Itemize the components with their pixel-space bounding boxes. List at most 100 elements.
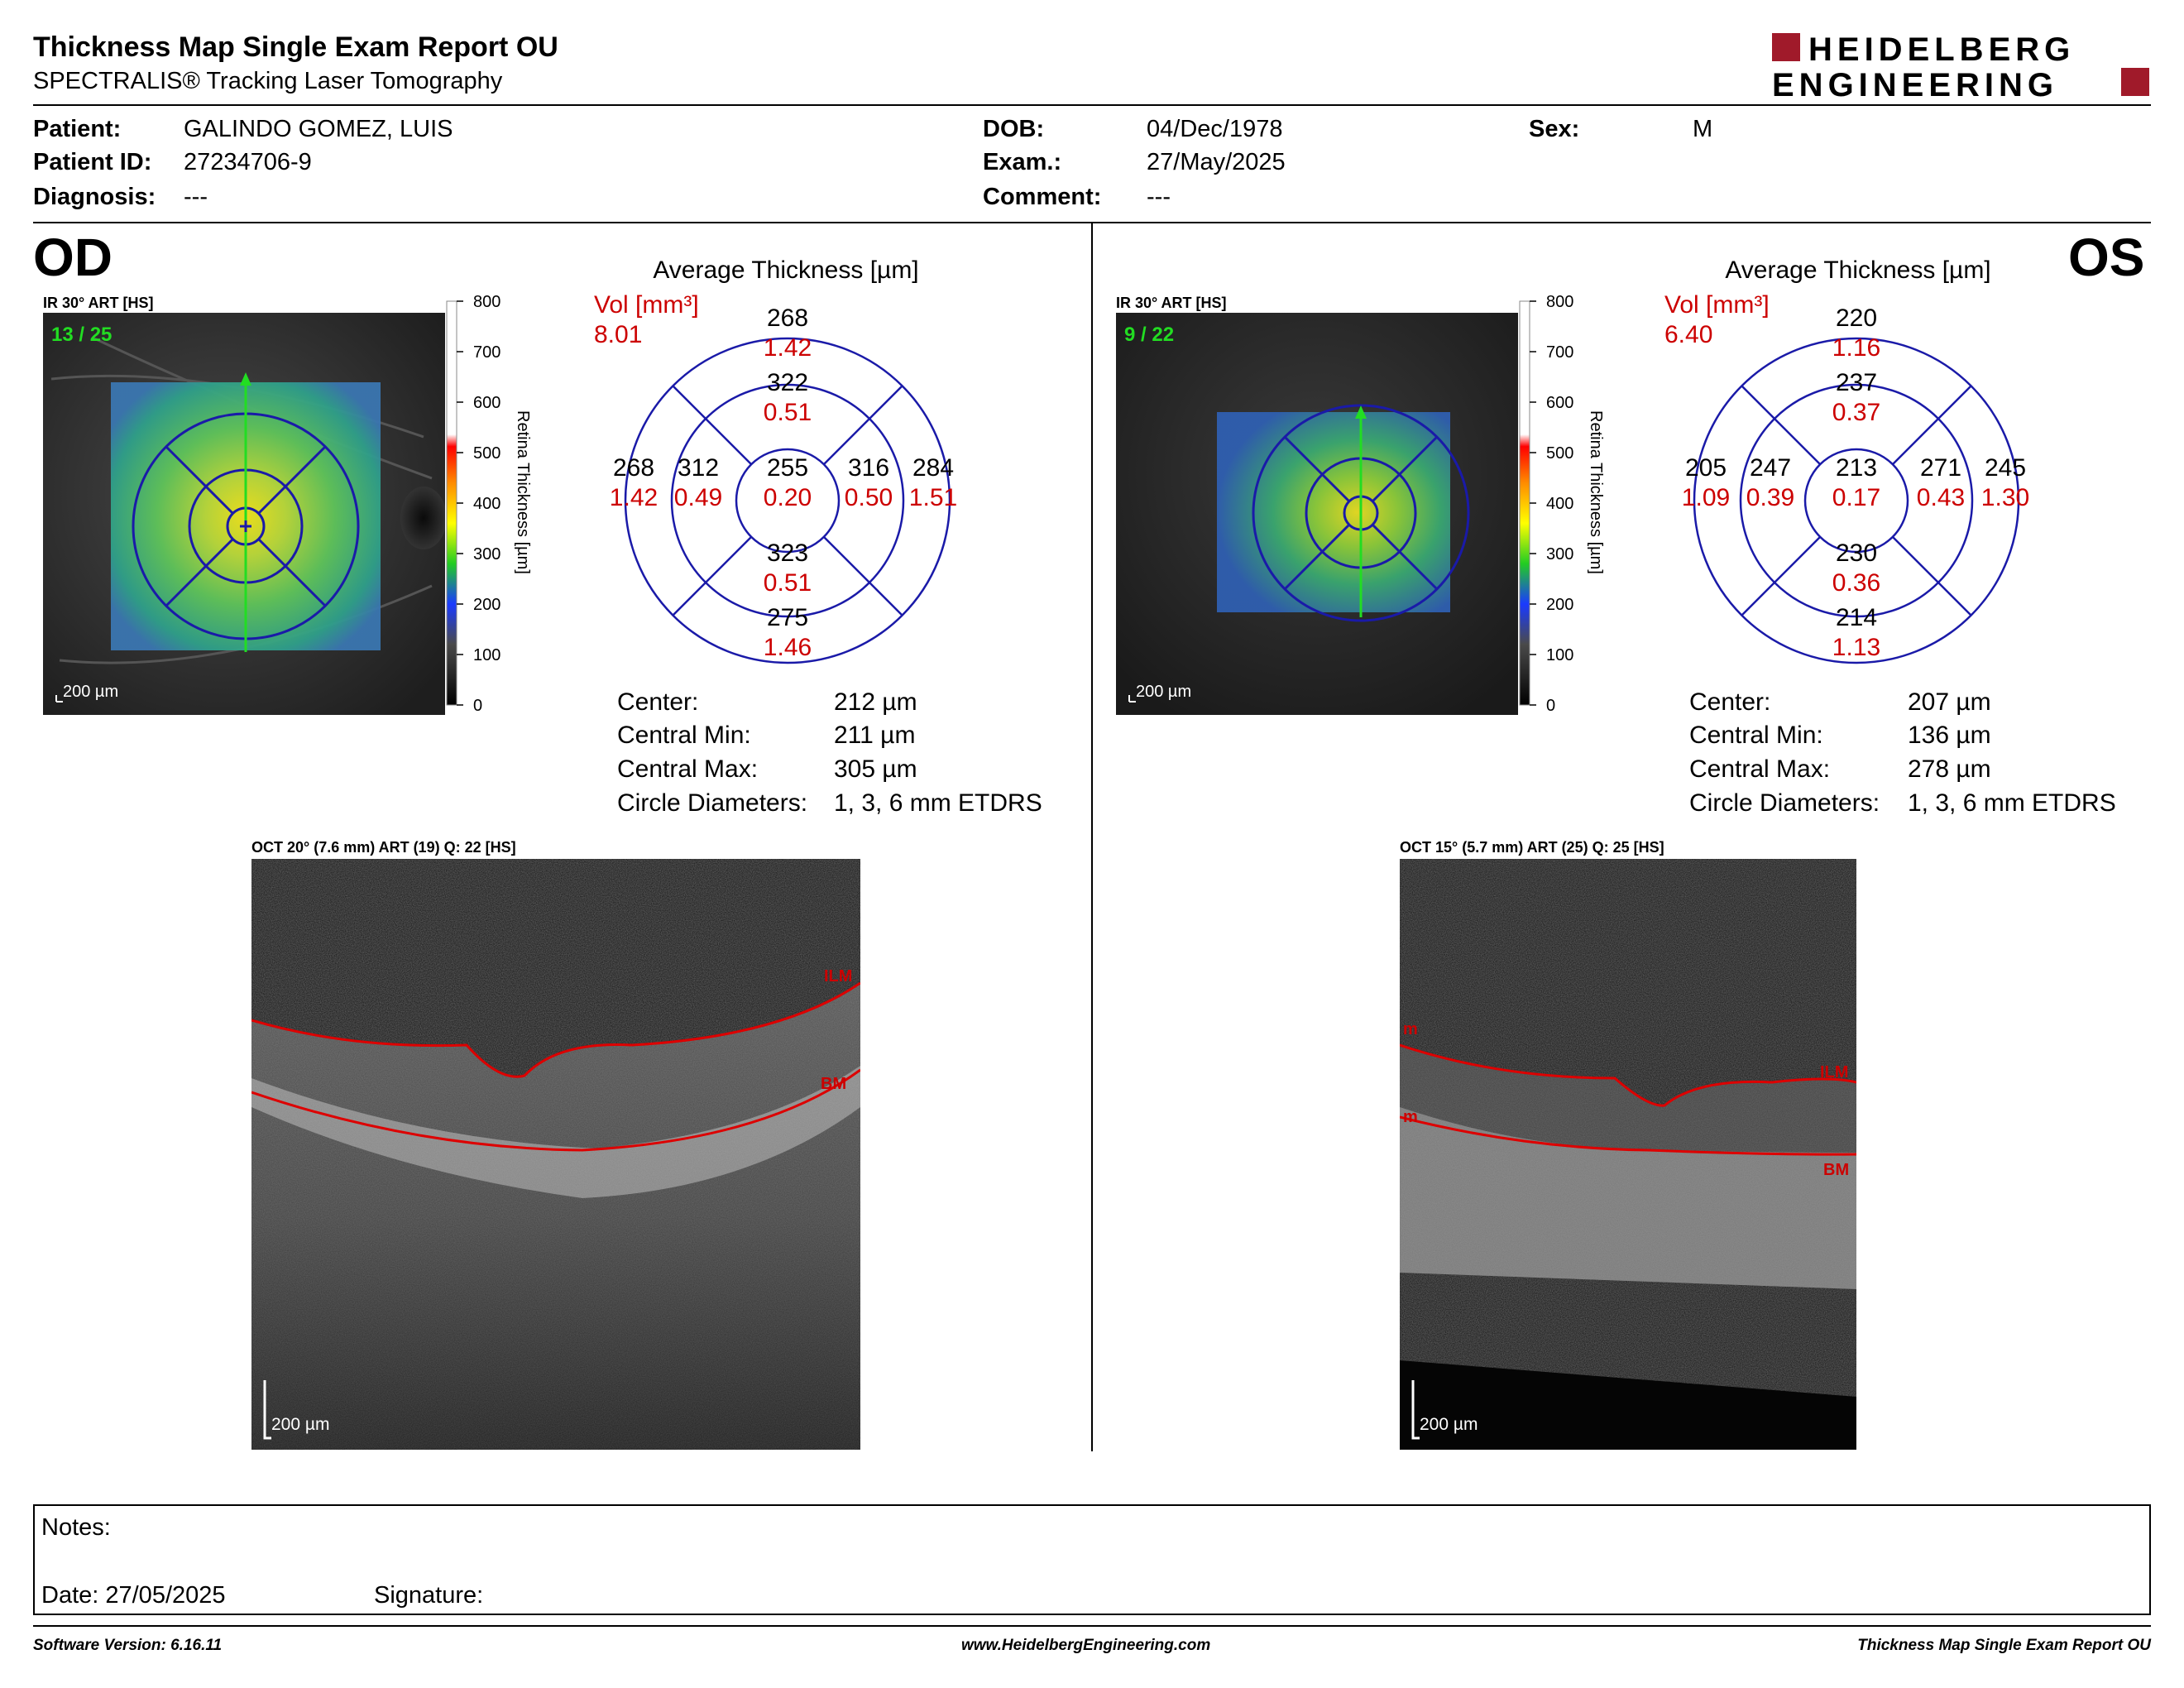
os-ir-thickness-map: 9 / 22 200 µm: [1116, 313, 1518, 715]
os-bm-label: BM: [1823, 1161, 1849, 1179]
od-inner-left: 312: [678, 454, 719, 482]
os-vol-value: 6.40: [1664, 321, 1712, 348]
comment-value: ---: [1147, 184, 1171, 210]
od-inner-right: 316: [848, 454, 889, 482]
os-max-label: Central Max:: [1689, 755, 1831, 783]
od-colorbar-tick: 600: [473, 394, 500, 412]
od-outer-bottom: 275: [767, 604, 808, 631]
patient-divider: [33, 222, 2151, 223]
date-label: Date: 27/05/2025: [41, 1582, 226, 1609]
os-vol-label: Vol [mm³]: [1664, 291, 1770, 319]
od-outer-right: 284: [912, 454, 954, 482]
od-colorbar-tick: 400: [473, 495, 500, 513]
os-colorbar-tick: 100: [1546, 646, 1573, 664]
diagnosis-value: ---: [184, 184, 208, 210]
od-outer-top-vol: 1.42: [764, 334, 812, 362]
os-colorbar-tick: 500: [1546, 444, 1573, 463]
footer-report-title: Thickness Map Single Exam Report OU: [1857, 1637, 2151, 1654]
os-diam-value: 1, 3, 6 mm ETDRS: [1908, 789, 2116, 817]
notes-box: Notes: Date: 27/05/2025 Signature:: [33, 1504, 2151, 1615]
os-colorbar-tick: 400: [1546, 495, 1573, 513]
comment-label: Comment:: [983, 184, 1102, 210]
eye-label-os: OS: [2068, 228, 2145, 287]
os-oct-label: OCT 15° (5.7 mm) ART (25) Q: 25 [HS]: [1400, 839, 1664, 856]
os-inner-top: 237: [1836, 369, 1877, 396]
os-min-value: 136 µm: [1908, 722, 1991, 749]
os-ir-scale-bar: 200 µm: [1136, 683, 1191, 701]
os-inner-left: 247: [1750, 454, 1791, 482]
patient-value: GALINDO GOMEZ, LUIS: [184, 116, 453, 142]
os-colorbar-label: Retina Thickness [µm]: [1587, 410, 1605, 574]
os-ilm-label: ILM: [1820, 1063, 1848, 1081]
exam-value: 27/May/2025: [1147, 149, 1286, 175]
os-outer-left-vol: 1.09: [1682, 484, 1730, 511]
os-outer-right: 245: [1985, 454, 2026, 482]
od-colorbar-tick: 200: [473, 596, 500, 614]
patient-label: Patient:: [33, 116, 122, 142]
od-inner-top-vol: 0.51: [764, 399, 812, 426]
od-inner-top: 322: [767, 369, 808, 396]
os-inner-right: 271: [1920, 454, 1961, 482]
os-outer-left: 205: [1685, 454, 1727, 482]
os-colorbar-tick: 0: [1546, 697, 1555, 715]
od-avg-thickness-title: Average Thickness [µm]: [653, 257, 919, 284]
os-outer-top-vol: 1.16: [1832, 334, 1880, 362]
od-min-value: 211 µm: [834, 722, 916, 749]
os-colorbar-tick: 800: [1546, 295, 1573, 311]
patient-id-label: Patient ID:: [33, 149, 152, 175]
od-colorbar-label: Retina Thickness [µm]: [514, 410, 532, 574]
od-colorbar-ticks: 800 700 600 500 400 300 200 100 0: [457, 295, 500, 715]
patient-id-value: 27234706-9: [184, 149, 312, 175]
od-oct-scale-bar: 200 µm: [271, 1415, 329, 1434]
notes-label: Notes:: [41, 1514, 111, 1541]
dob-value: 04/Dec/1978: [1147, 116, 1283, 142]
heidelberg-logo: HEIDELBERG ENGINEERING: [1772, 31, 2149, 101]
od-colorbar-tick: 500: [473, 444, 500, 463]
od-inner-bottom-vol: 0.51: [764, 569, 812, 597]
dob-label: DOB:: [983, 116, 1045, 142]
os-inner-right-vol: 0.43: [1917, 484, 1965, 511]
od-ir-label: IR 30° ART [HS]: [43, 295, 154, 311]
od-colorbar-tick: 0: [473, 697, 482, 715]
os-m-top-label: m: [1403, 1020, 1418, 1038]
od-center-vol: 0.20: [764, 484, 812, 511]
os-outer-right-vol: 1.30: [1981, 484, 2029, 511]
os-outer-top: 220: [1836, 305, 1877, 332]
diagnosis-label: Diagnosis:: [33, 184, 156, 210]
od-outer-left-vol: 1.42: [610, 484, 658, 511]
od-ir-thickness-map: 13 / 25 200 µm: [43, 313, 445, 715]
od-colorbar: 800 700 600 500 400 300 200 100 0 Retina Thickne…: [446, 295, 532, 715]
od-outer-top: 268: [767, 305, 808, 332]
od-bm-label: BM: [821, 1075, 846, 1093]
website-link[interactable]: www.HeidelbergEngineering.com: [961, 1637, 1211, 1654]
od-oct-label: OCT 20° (7.6 mm) ART (19) Q: 22 [HS]: [251, 839, 516, 856]
os-center-vol: 0.17: [1832, 484, 1880, 511]
os-inner-bottom-vol: 0.36: [1832, 569, 1880, 597]
od-outer-right-vol: 1.51: [909, 484, 957, 511]
od-colorbar-tick: 300: [473, 545, 500, 563]
od-colorbar-tick: 800: [473, 295, 500, 311]
os-inner-left-vol: 0.39: [1746, 484, 1794, 511]
os-oct-scale-bar: 200 µm: [1420, 1415, 1478, 1434]
sex-value: M: [1693, 116, 1713, 142]
od-inner-bottom: 323: [767, 539, 808, 567]
od-max-label: Central Max:: [617, 755, 759, 783]
od-max-value: 305 µm: [834, 755, 917, 783]
os-ir-label: IR 30° ART [HS]: [1116, 295, 1227, 311]
exam-label: Exam.:: [983, 149, 1062, 175]
report-title: Thickness Map Single Exam Report OU: [33, 31, 558, 63]
os-center-value: 207 µm: [1908, 688, 1991, 716]
os-m-bottom-label: m: [1403, 1108, 1418, 1126]
os-center: 213: [1836, 454, 1877, 482]
od-frame-count: 13 / 25: [51, 324, 112, 346]
os-colorbar-tick: 300: [1546, 545, 1573, 563]
sex-label: Sex:: [1529, 116, 1580, 142]
os-inner-top-vol: 0.37: [1832, 399, 1880, 426]
od-ir-scale-bar: 200 µm: [63, 683, 118, 701]
od-center-value: 212 µm: [834, 688, 917, 716]
os-colorbar-tick: 700: [1546, 343, 1573, 362]
os-colorbar-tick: 200: [1546, 596, 1573, 614]
os-frame-count: 9 / 22: [1124, 324, 1174, 346]
header-divider: [33, 104, 2151, 106]
os-avg-thickness-title: Average Thickness [µm]: [1725, 257, 1991, 284]
